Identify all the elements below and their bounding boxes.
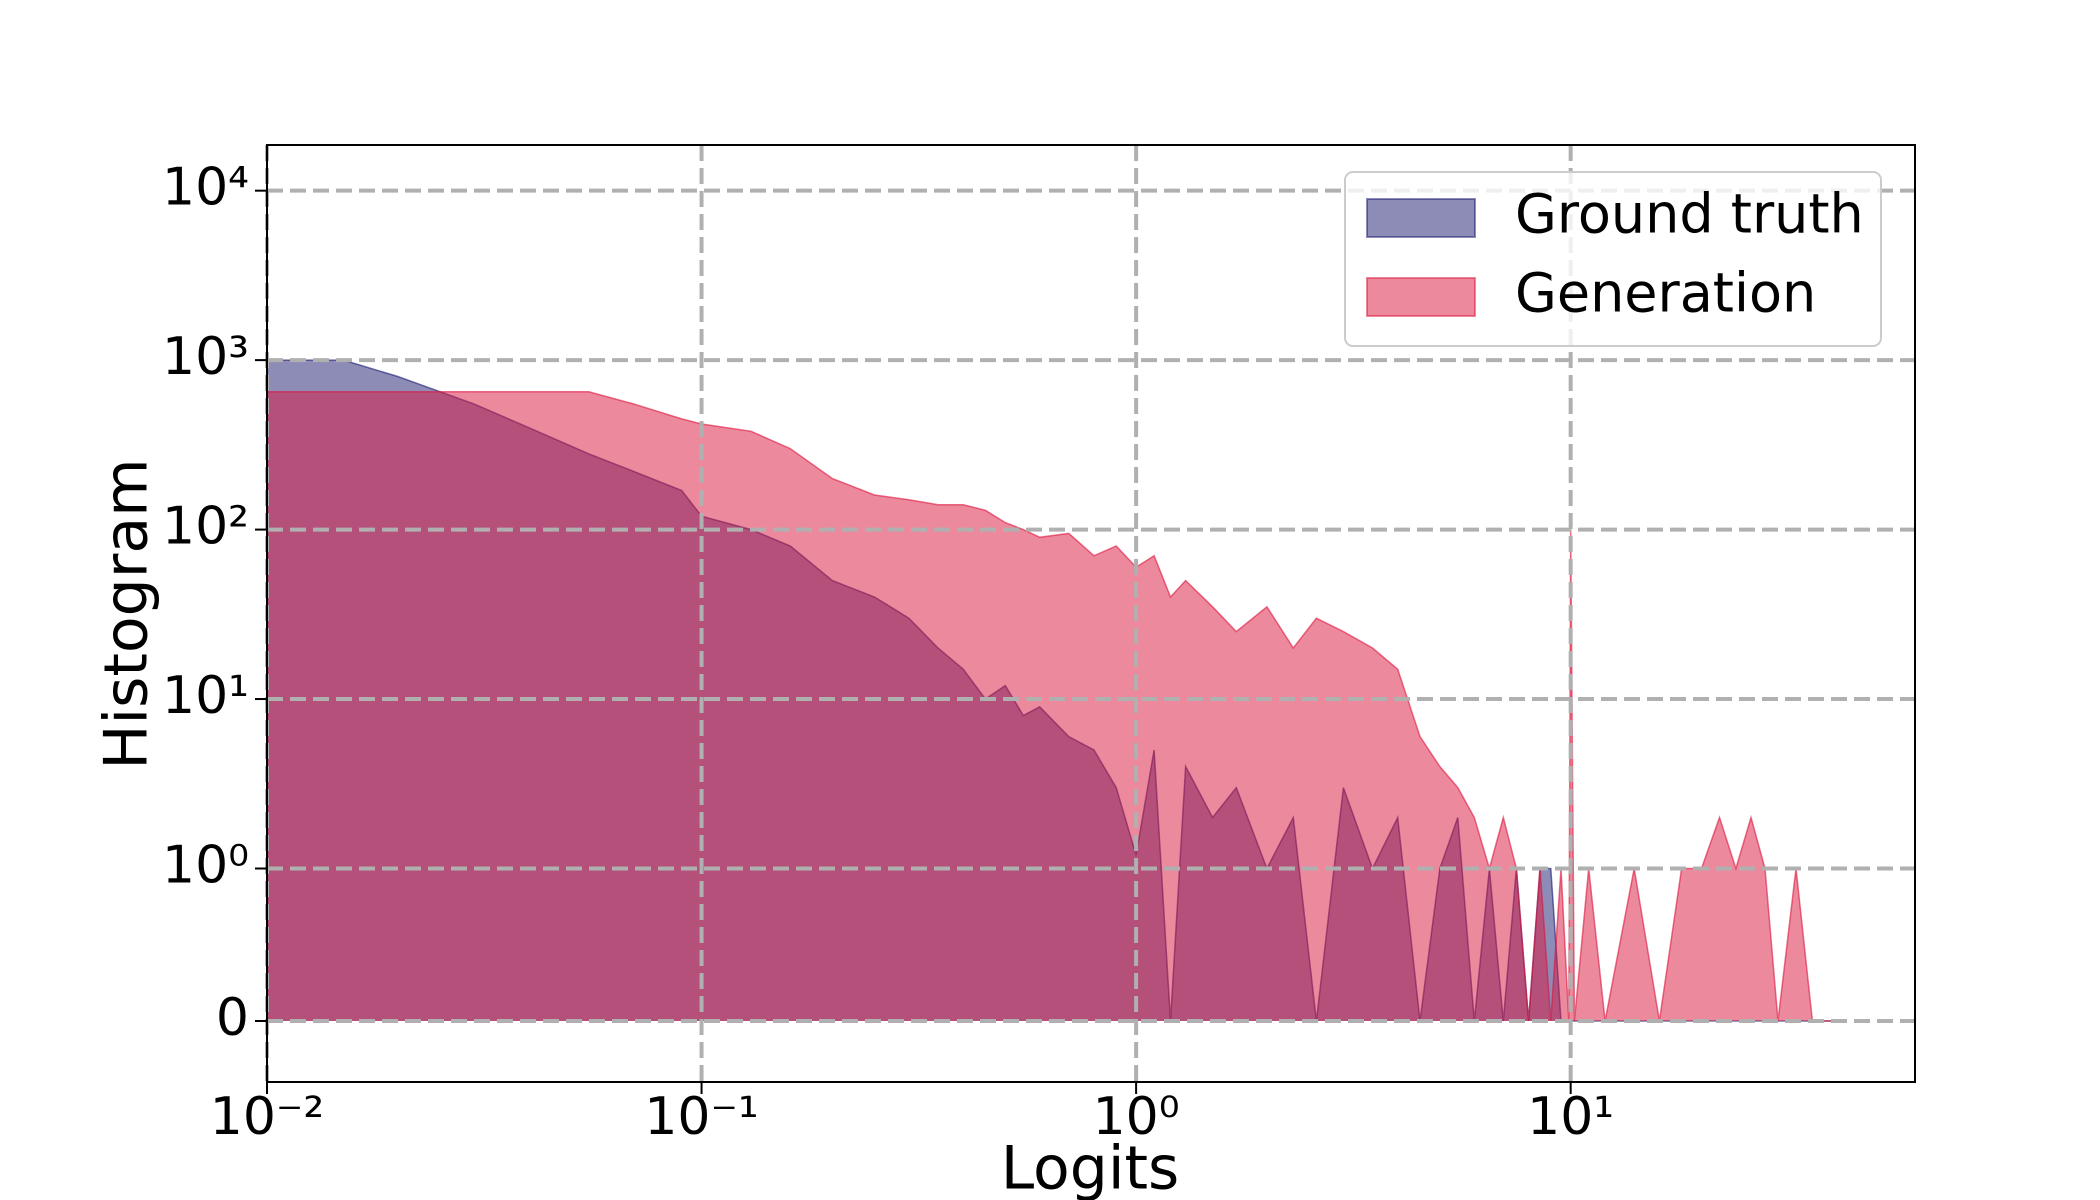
legend-swatch [1366,198,1476,238]
y-tick-label: 0 [216,988,249,1048]
y-tick-label: 10³ [162,327,249,387]
y-axis-label: Histogram [92,458,162,769]
legend-label: Generation [1515,262,1816,325]
x-axis-label: Logits [1001,1134,1180,1200]
y-tick-label: 10¹ [162,666,249,726]
legend-swatch [1366,277,1476,317]
x-tick-label: 10¹ [1527,1087,1614,1147]
legend-label: Ground truth [1515,183,1864,246]
x-tick-label: 10⁻¹ [644,1087,758,1147]
y-tick-label: 10² [162,497,249,557]
y-tick-label: 10⁴ [162,158,249,218]
x-tick-label: 10⁻² [210,1087,324,1147]
plot-frame [266,144,1916,1083]
x-tick-label: 10⁰ [1093,1087,1180,1147]
legend-box [1344,171,1882,347]
y-tick-label: 10⁰ [162,835,249,895]
area-line [267,391,1833,1022]
area-fill [267,391,1833,1021]
